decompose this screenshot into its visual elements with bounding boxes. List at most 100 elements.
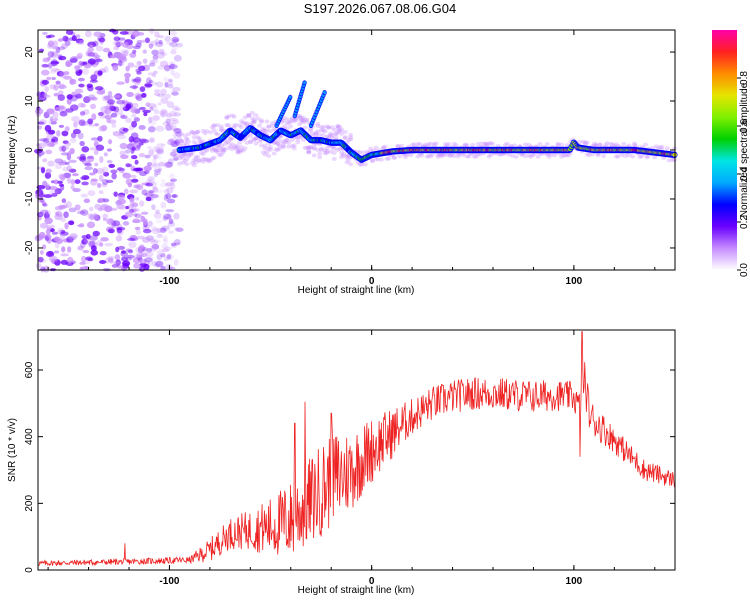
ridge-halo — [253, 136, 259, 141]
ridge-halo — [184, 161, 190, 166]
ridge-halo — [286, 117, 292, 122]
noise-speckle — [148, 62, 156, 67]
noise-speckle — [166, 187, 174, 194]
noise-speckle — [166, 139, 176, 146]
noise-speckle — [173, 212, 180, 220]
noise-speckle — [113, 36, 121, 42]
snr-frame — [37, 329, 676, 571]
ridge-halo — [470, 142, 476, 147]
ridge-halo — [581, 139, 587, 144]
noise-speckle — [108, 139, 113, 145]
noise-speckle — [90, 74, 98, 82]
ridge-halo — [475, 152, 481, 157]
noise-speckle — [42, 58, 50, 63]
ridge-halo — [226, 114, 232, 119]
ridge-halo — [440, 152, 446, 157]
ridge-halo — [182, 152, 188, 157]
noise-speckle — [172, 140, 181, 147]
ridge-halo — [473, 154, 479, 159]
ridge-halo — [193, 130, 199, 135]
ridge-halo — [324, 150, 330, 155]
ridge-halo — [257, 123, 263, 128]
noise-speckle — [158, 167, 163, 171]
colorbar-tick-label: 0.4 — [739, 167, 750, 181]
ridge-streak-core — [303, 81, 306, 85]
ridge-halo — [444, 143, 450, 148]
noise-speckle — [70, 58, 78, 63]
noise-speckle — [81, 146, 90, 153]
noise-speckle — [41, 79, 50, 85]
noise-speckle — [109, 55, 117, 59]
ridge-halo — [373, 145, 379, 150]
ridge-halo — [204, 148, 210, 153]
ridge-halo — [266, 153, 272, 158]
ridge-halo — [426, 142, 432, 147]
ridge-halo — [251, 137, 257, 142]
ridge-halo — [464, 154, 470, 159]
noise-speckle — [166, 254, 172, 260]
noise-speckle — [84, 238, 92, 245]
ridge-halo — [451, 141, 457, 146]
ridge-halo — [630, 154, 636, 159]
noise-speckle — [117, 134, 127, 140]
noise-speckle — [149, 138, 155, 143]
noise-speckle — [79, 39, 84, 45]
ridge-halo — [369, 158, 375, 163]
noise-speckle — [106, 179, 114, 184]
snr-x-axis: -100 0 100 — [47, 330, 656, 587]
noise-speckle — [149, 136, 156, 144]
ridge-halo — [213, 148, 219, 153]
noise-speckle — [47, 51, 55, 58]
noise-speckle — [112, 40, 120, 46]
ridge-halo — [200, 128, 206, 133]
ridge-halo — [193, 160, 199, 165]
noise-speckle — [148, 238, 157, 242]
ridge-halo — [275, 142, 281, 147]
ridge-halo — [490, 141, 496, 146]
ridge-halo — [408, 153, 414, 158]
noise-speckle — [169, 138, 174, 146]
noise-speckle — [148, 79, 153, 84]
ridge-halo — [297, 115, 303, 120]
ridge-halo — [224, 115, 230, 120]
noise-speckle — [124, 211, 133, 218]
ridge-halo — [231, 114, 237, 119]
noise-speckle — [139, 138, 147, 143]
ridge-halo — [415, 154, 421, 159]
ridge-halo — [653, 144, 659, 149]
noise-speckle — [70, 185, 75, 190]
ridge-halo — [300, 120, 306, 125]
ridge-halo — [215, 132, 221, 137]
ridge-halo — [277, 143, 283, 148]
noise-speckle — [106, 117, 111, 124]
ridge-halo — [242, 121, 248, 126]
noise-speckle — [164, 161, 173, 168]
noise-speckle — [92, 230, 100, 237]
noise-speckle — [44, 217, 53, 225]
noise-speckle — [38, 138, 48, 142]
noise-speckle — [161, 248, 170, 253]
ridge-halo — [357, 150, 363, 155]
ridge-halo — [562, 153, 568, 158]
noise-speckle — [79, 140, 85, 147]
noise-speckle — [62, 35, 69, 42]
spectrogram-x-label: Height of straight line (km) — [298, 285, 415, 296]
ridge-halo — [399, 143, 405, 148]
noise-speckle — [133, 184, 141, 189]
ridge-halo — [242, 146, 248, 151]
noise-speckle — [61, 246, 66, 253]
noise-speckle — [167, 83, 174, 89]
noise-speckle — [83, 175, 90, 180]
noise-speckle — [153, 88, 161, 93]
noise-speckle — [144, 257, 153, 263]
noise-speckle — [81, 68, 89, 75]
noise-speckle — [169, 63, 175, 70]
ridge-halo — [289, 137, 295, 142]
ridge-halo — [339, 127, 345, 132]
noise-speckle — [175, 227, 184, 232]
ridge-halo — [195, 130, 201, 135]
noise-speckle — [163, 162, 172, 168]
noise-speckle — [58, 55, 67, 61]
ridge-halo — [182, 140, 188, 145]
noise-speckle — [138, 142, 144, 146]
